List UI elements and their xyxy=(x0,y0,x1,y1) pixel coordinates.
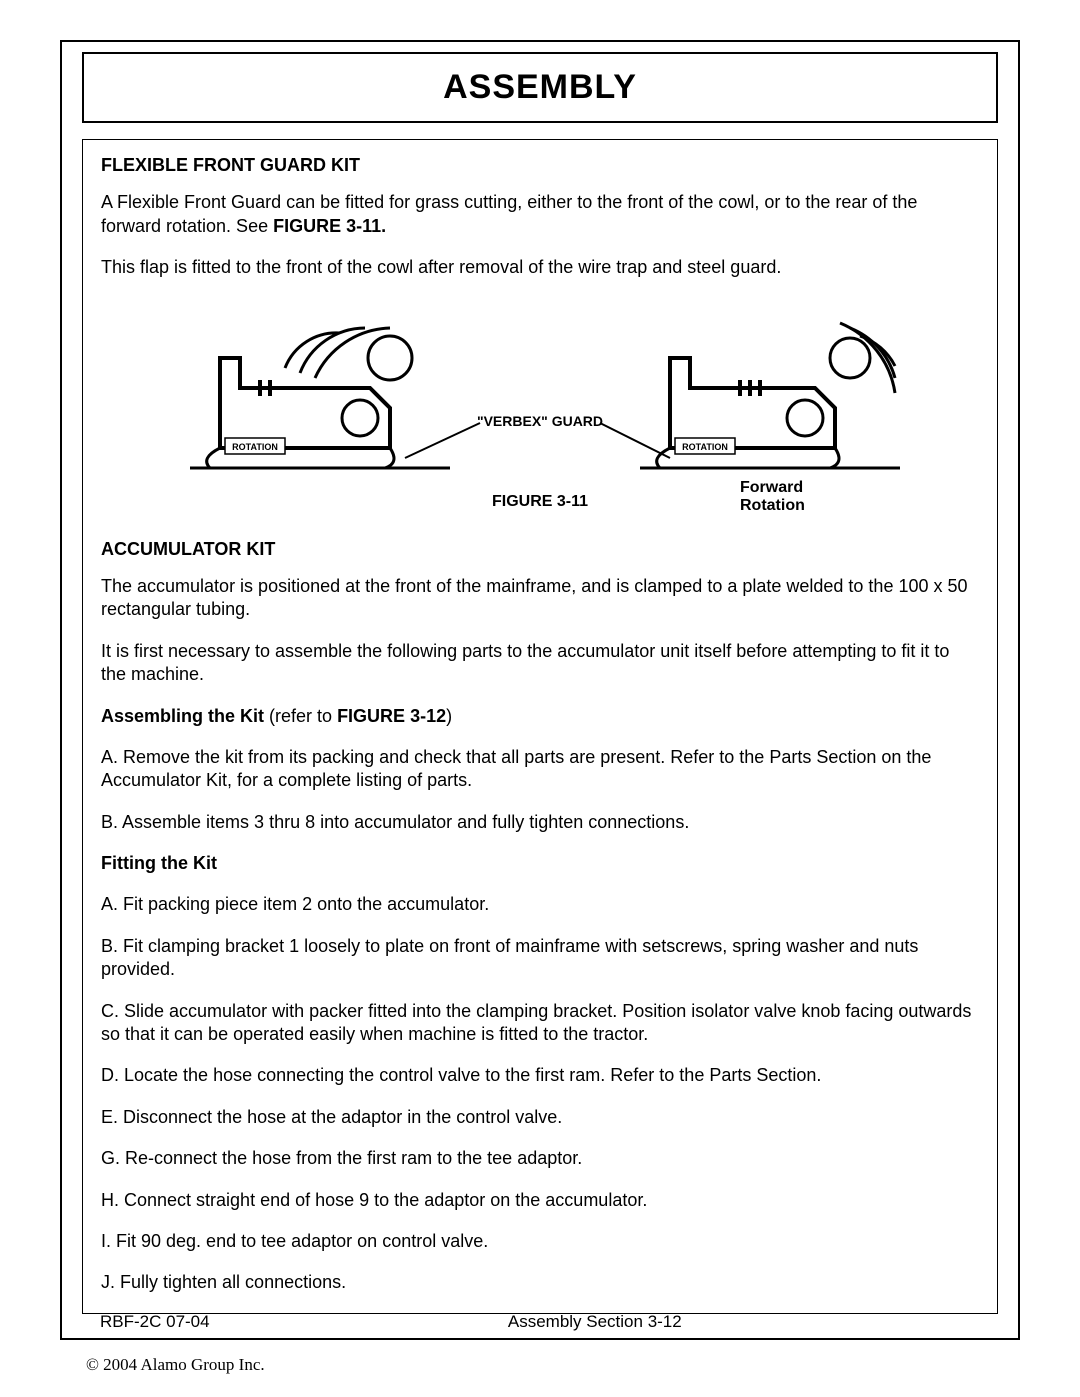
assembling-step-a: A. Remove the kit from its packing and c… xyxy=(101,746,979,793)
content-box: FLEXIBLE FRONT GUARD KIT A Flexible Fron… xyxy=(82,139,998,1314)
outer-border: ASSEMBLY FLEXIBLE FRONT GUARD KIT A Flex… xyxy=(60,40,1020,1340)
page: ASSEMBLY FLEXIBLE FRONT GUARD KIT A Flex… xyxy=(0,0,1080,1397)
accumulator-p1: The accumulator is positioned at the fro… xyxy=(101,575,979,622)
fitting-steps: A. Fit packing piece item 2 onto the acc… xyxy=(101,893,979,1294)
flex-guard-p1a: A Flexible Front Guard can be fitted for… xyxy=(101,192,917,235)
fitting-step-e: E. Disconnect the hose at the adaptor in… xyxy=(101,1106,979,1129)
flex-guard-p1b: FIGURE 3-11. xyxy=(273,216,386,236)
copyright: © 2004 Alamo Group Inc. xyxy=(86,1355,265,1375)
assembling-heading-d: ) xyxy=(446,706,452,726)
assembling-steps: A. Remove the kit from its packing and c… xyxy=(101,746,979,834)
figure-forward: Forward xyxy=(740,479,803,496)
figure-number: FIGURE 3-11 xyxy=(492,493,588,510)
figure-svg: ROTATION "VERBEX" GUARD xyxy=(170,298,910,528)
figure-rotation: Rotation xyxy=(740,497,805,514)
fitting-step-i: I. Fit 90 deg. end to tee adaptor on con… xyxy=(101,1230,979,1253)
verbex-guard-label: "VERBEX" GUARD xyxy=(477,413,603,429)
accumulator-p2: It is first necessary to assemble the fo… xyxy=(101,640,979,687)
doc-code: RBF-2C 07-04 xyxy=(100,1312,210,1332)
page-title: ASSEMBLY xyxy=(84,68,996,107)
fitting-step-a: A. Fit packing piece item 2 onto the acc… xyxy=(101,893,979,916)
fitting-step-d: D. Locate the hose connecting the contro… xyxy=(101,1064,979,1087)
rotation-label-right: ROTATION xyxy=(682,442,728,452)
flex-guard-heading: FLEXIBLE FRONT GUARD KIT xyxy=(101,154,979,177)
fitting-heading: Fitting the Kit xyxy=(101,852,979,875)
accumulator-heading: ACCUMULATOR KIT xyxy=(101,538,979,561)
rotation-label-left: ROTATION xyxy=(232,442,278,452)
fitting-step-b: B. Fit clamping bracket 1 loosely to pla… xyxy=(101,935,979,982)
fitting-step-g: G. Re-connect the hose from the first ra… xyxy=(101,1147,979,1170)
fitting-step-h: H. Connect straight end of hose 9 to the… xyxy=(101,1189,979,1212)
section-label: Assembly Section 3-12 xyxy=(210,1312,980,1332)
figure-3-11: ROTATION "VERBEX" GUARD xyxy=(101,298,979,528)
fitting-step-c: C. Slide accumulator with packer fitted … xyxy=(101,1000,979,1047)
assembling-heading-a: Assembling the Kit xyxy=(101,706,269,726)
title-box: ASSEMBLY xyxy=(82,52,998,123)
fitting-step-j: J. Fully tighten all connections. xyxy=(101,1271,979,1294)
assembling-heading-b: (refer to xyxy=(269,706,337,726)
assembling-heading-c: FIGURE 3-12 xyxy=(337,706,446,726)
assembling-step-b: B. Assemble items 3 thru 8 into accumula… xyxy=(101,811,979,834)
assembling-heading: Assembling the Kit (refer to FIGURE 3-12… xyxy=(101,705,979,728)
flex-guard-p1: A Flexible Front Guard can be fitted for… xyxy=(101,191,979,238)
flex-guard-p2: This flap is fitted to the front of the … xyxy=(101,256,979,279)
footer-row: RBF-2C 07-04 Assembly Section 3-12 xyxy=(100,1312,980,1332)
